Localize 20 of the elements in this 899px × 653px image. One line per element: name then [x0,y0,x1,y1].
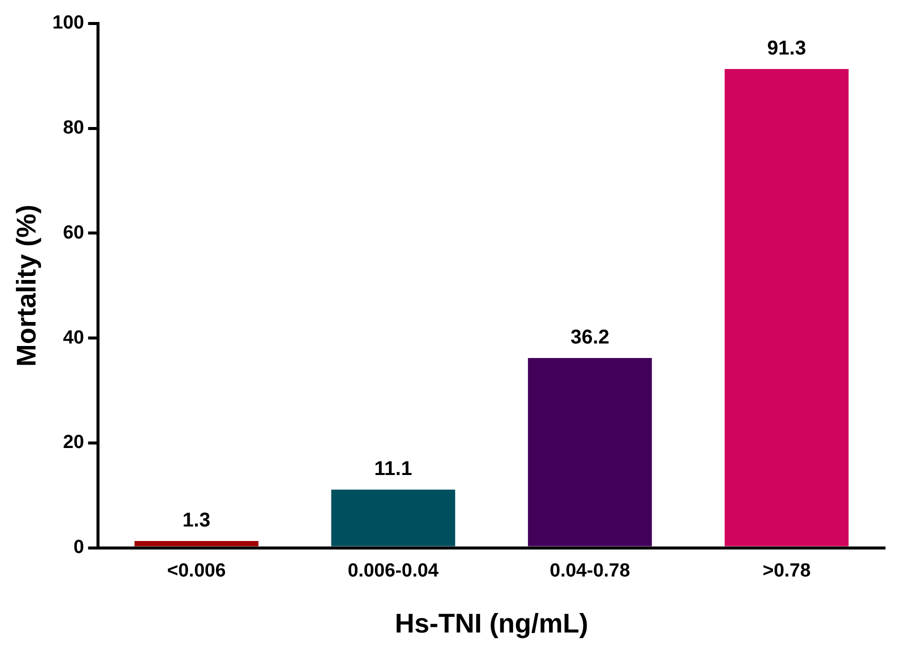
y-tick-label: 20 [62,432,84,454]
bar [528,358,652,546]
y-tick-label: 60 [62,222,84,244]
x-tick-label: 0.006-0.04 [348,560,440,582]
x-tick-label: >0.78 [762,560,811,582]
data-label: 36.2 [570,326,610,348]
data-label: 1.3 [182,510,210,532]
y-tick-label: 80 [62,118,84,139]
data-label: 91.3 [767,38,806,60]
bar [134,540,258,546]
bar [724,69,849,546]
x-tick-label: 0.04-0.78 [550,560,630,582]
y-tick-label: 0 [74,537,84,558]
x-axis-title: Hs-TNI (ng/mL) [394,608,588,638]
y-tick-label: 40 [62,327,84,348]
bar [331,490,456,546]
data-label: 11.1 [374,458,412,480]
y-axis-title: Mortality (%) [12,204,42,367]
x-tick-label: <0.006 [167,560,226,582]
y-tick-label: 100 [52,12,84,34]
